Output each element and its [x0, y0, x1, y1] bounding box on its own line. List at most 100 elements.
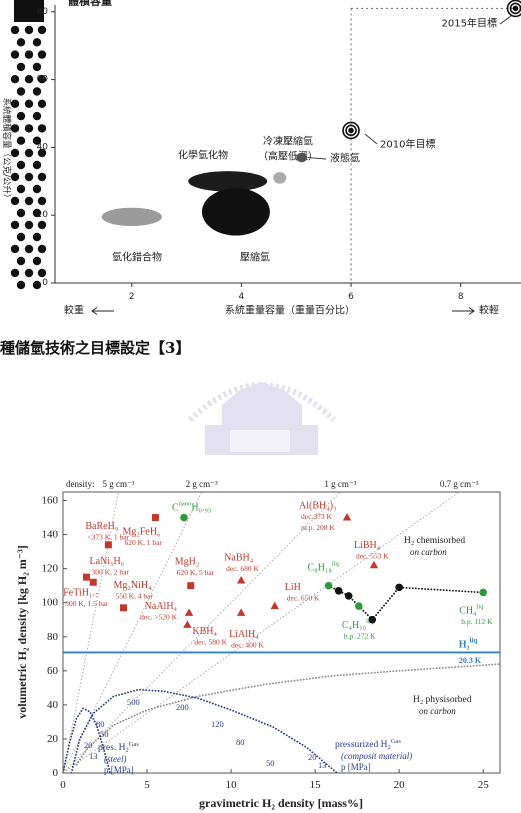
marker-triangle — [270, 601, 279, 610]
dot — [16, 280, 26, 290]
point-note: dec.373 K — [301, 512, 332, 521]
y-tick-label: 80 — [37, 7, 49, 17]
point-label: CH₄liq — [459, 603, 484, 616]
dot — [10, 25, 20, 35]
label-sup: liq — [332, 561, 340, 568]
region-label: （高壓低溫） — [258, 150, 318, 163]
point-note: dec. 650 K — [287, 594, 320, 603]
point-note: dec. 553 K — [356, 552, 389, 561]
target-marker — [345, 124, 357, 137]
label-main: H₂ — [459, 639, 470, 650]
density-line — [63, 492, 341, 773]
point-note: 300 K, 2 bar — [92, 568, 130, 577]
dot — [10, 172, 20, 182]
y-tick-label: 80 — [47, 631, 59, 643]
label-main: Al(BH₄)₃ — [299, 500, 337, 511]
dot — [16, 136, 26, 145]
dot — [37, 244, 47, 254]
x-high-note: 較輕 — [479, 304, 499, 317]
dot — [24, 220, 34, 230]
marker-circle — [334, 586, 343, 595]
label-sup: liq — [469, 636, 477, 644]
dot-column-dense — [14, 0, 44, 22]
label-main: LiAlH₄ — [229, 628, 259, 639]
y-axis-label: volumetric H₂ density [kg H₂ m⁻³] — [15, 545, 29, 718]
x-tick-label: 20 — [394, 779, 406, 791]
point-note: m.p. 208 K — [301, 523, 335, 532]
label-main: CH₄ — [459, 605, 477, 616]
point-label: NaBH₄ — [224, 552, 254, 563]
dot — [32, 184, 42, 194]
dot — [37, 172, 47, 182]
y-tick-label: 140 — [42, 529, 59, 541]
curve-note: on carbon — [410, 547, 447, 557]
bottom-chart: density: 5 g cm⁻³ 2 g cm⁻³ 1 g cm⁻³ 0.7 g cm… — [15, 479, 501, 810]
curve-title: H₂ physisorbed — [413, 695, 472, 705]
target-label: 2015年目標 — [442, 17, 497, 30]
marker-square — [83, 573, 91, 581]
point-note: dec. 680 K — [226, 564, 259, 573]
dot — [37, 220, 47, 230]
marker-triangle — [236, 608, 246, 616]
x-tick-label: 2 — [129, 292, 135, 302]
marker-square — [89, 578, 97, 586]
region-label: 氫化錯合物 — [112, 251, 162, 264]
y-tick-label: 0 — [42, 278, 48, 288]
label-sup: liq — [477, 603, 485, 610]
dot — [16, 62, 26, 72]
y-tick-label: 20 — [37, 210, 49, 220]
density-label: 5 g cm⁻³ — [102, 479, 134, 489]
pressure-label: 13 — [89, 751, 98, 761]
density-line — [63, 492, 119, 773]
point-note: 550 K, 4 bar — [116, 591, 154, 600]
point-note: b.p. 272 K — [344, 632, 376, 641]
dot — [16, 184, 26, 194]
pressure-label: 13 — [318, 760, 327, 770]
plot-frame — [62, 491, 501, 774]
dot — [16, 38, 26, 47]
region-label: 液態氫 — [330, 152, 360, 165]
curve-note: (composit material) — [341, 751, 412, 761]
arrow-left — [91, 307, 114, 315]
y-axis-label: 系統體積容量（公克/公升） — [1, 98, 12, 203]
point-label: KBH₄ — [192, 625, 217, 636]
label-main: C₈H₁₈ — [308, 562, 333, 573]
y-tick-label: 20 — [47, 733, 59, 745]
point-note: 620 K, 5 bar — [177, 568, 215, 577]
marker-triangle — [184, 608, 194, 616]
label-main: FeTiH₁.₇ — [63, 587, 98, 598]
point-label: LaNi₅H₆ — [90, 556, 125, 567]
pressure-label: 200 — [176, 702, 189, 712]
dot — [16, 232, 26, 242]
target-marker — [506, 0, 521, 18]
dot — [24, 75, 34, 84]
marker-square — [104, 541, 112, 549]
dot — [32, 111, 42, 121]
dot — [37, 99, 47, 109]
marker-circle — [344, 592, 353, 600]
x-tick-label: 25 — [478, 779, 490, 791]
marker-circle — [355, 602, 363, 610]
dot — [10, 75, 20, 84]
label-sup: Gas — [129, 741, 140, 748]
dot — [24, 196, 34, 206]
leader-line — [499, 15, 512, 25]
dot — [10, 99, 20, 109]
dot — [32, 232, 42, 242]
marker-circle — [180, 513, 188, 522]
marker-triangle — [369, 560, 379, 569]
point-note: 300 K, 1.5 bar — [65, 599, 109, 608]
x-tick-label: 4 — [239, 292, 245, 302]
y-tick-label: 60 — [37, 75, 49, 85]
label-main: Mg₂NiH₄ — [114, 579, 153, 590]
dot — [24, 25, 34, 35]
marker-triangle — [183, 620, 192, 628]
pressure-label: 20 — [308, 752, 317, 762]
y-tick-label: 100 — [42, 597, 59, 609]
point-note: 620 K, 1 bar — [124, 538, 162, 547]
dot — [10, 268, 20, 278]
label-main: LiH — [285, 582, 301, 593]
dot — [24, 244, 34, 254]
dot — [32, 136, 42, 145]
